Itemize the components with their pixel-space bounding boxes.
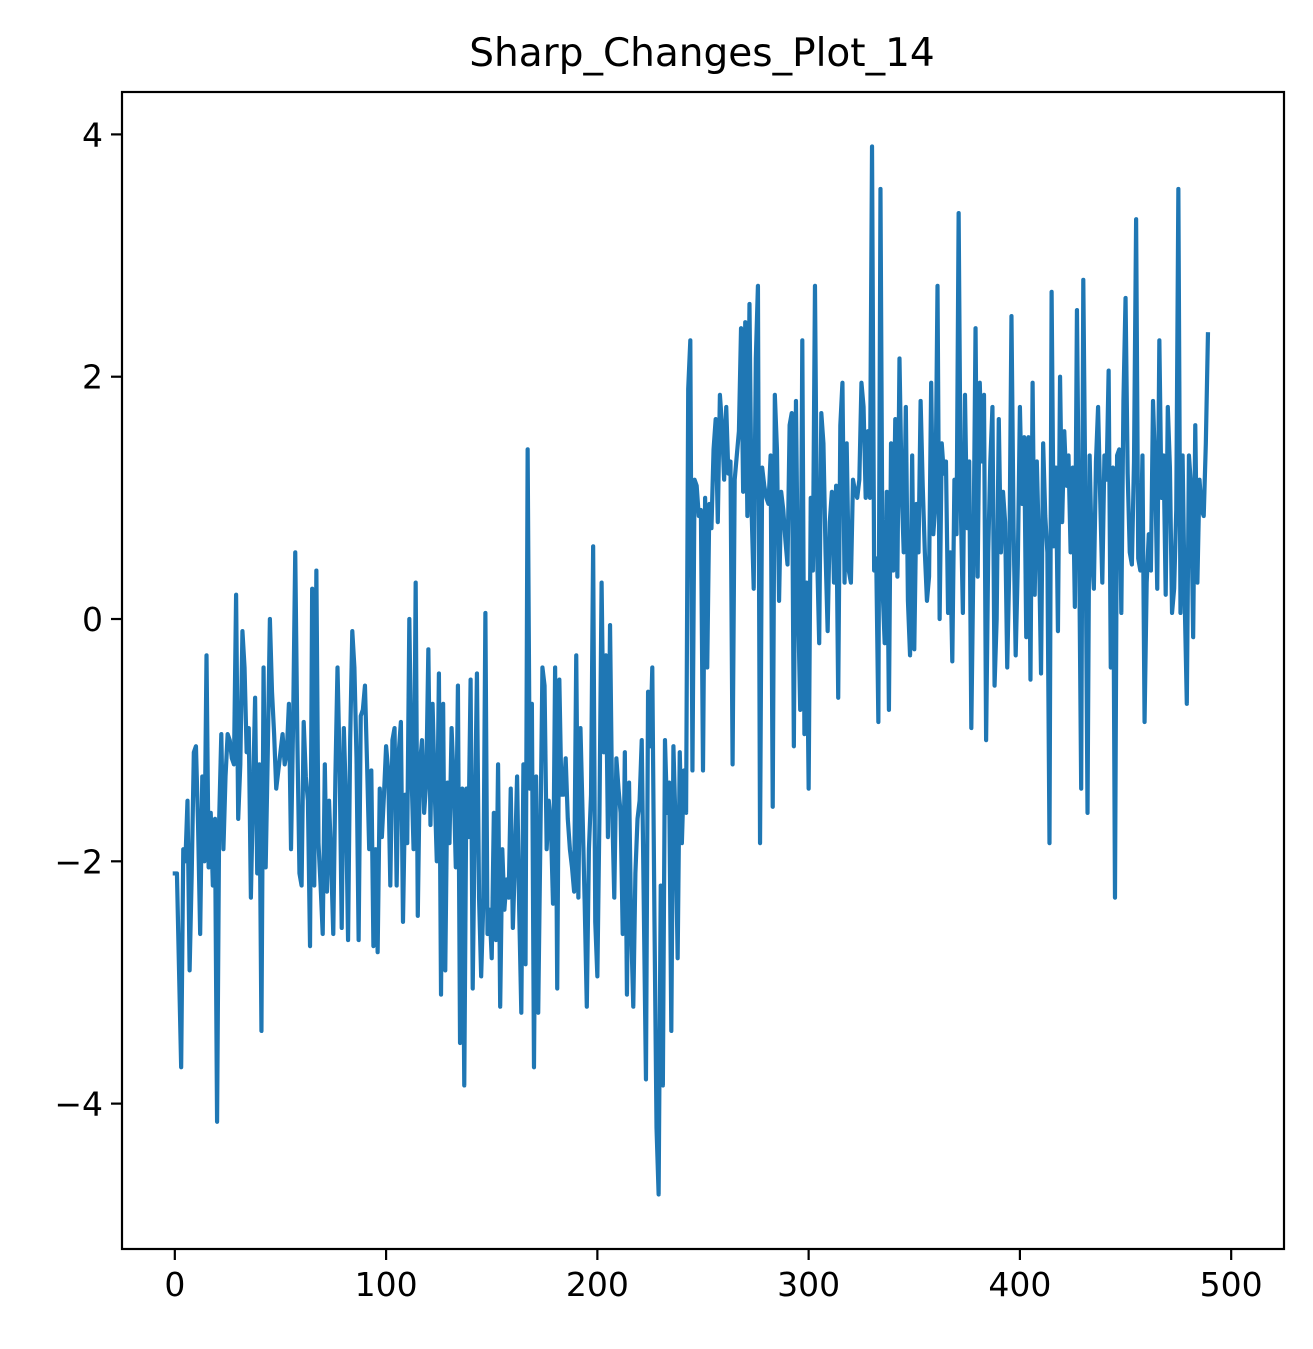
x-axis: 0 100 200 300 400 500 xyxy=(164,1249,1263,1304)
y-tick-label: 2 xyxy=(82,358,103,397)
plot-area-frame xyxy=(120,90,1286,1251)
x-tick-label: 500 xyxy=(1200,1265,1263,1304)
y-tick-label: 0 xyxy=(82,600,103,639)
x-tick-label: 300 xyxy=(777,1265,840,1304)
x-tick-label: 400 xyxy=(988,1265,1051,1304)
y-axis: −4 −2 0 2 4 xyxy=(54,115,122,1124)
y-tick-label: −2 xyxy=(54,842,103,881)
chart-title: Sharp_Changes_Plot_14 xyxy=(469,31,934,76)
y-tick-label: 4 xyxy=(82,115,103,154)
data-series-line xyxy=(172,144,1211,1197)
x-tick-label: 0 xyxy=(164,1265,185,1304)
x-tick-label: 200 xyxy=(566,1265,629,1304)
y-tick-label: −4 xyxy=(54,1085,103,1124)
x-tick-label: 100 xyxy=(355,1265,418,1304)
